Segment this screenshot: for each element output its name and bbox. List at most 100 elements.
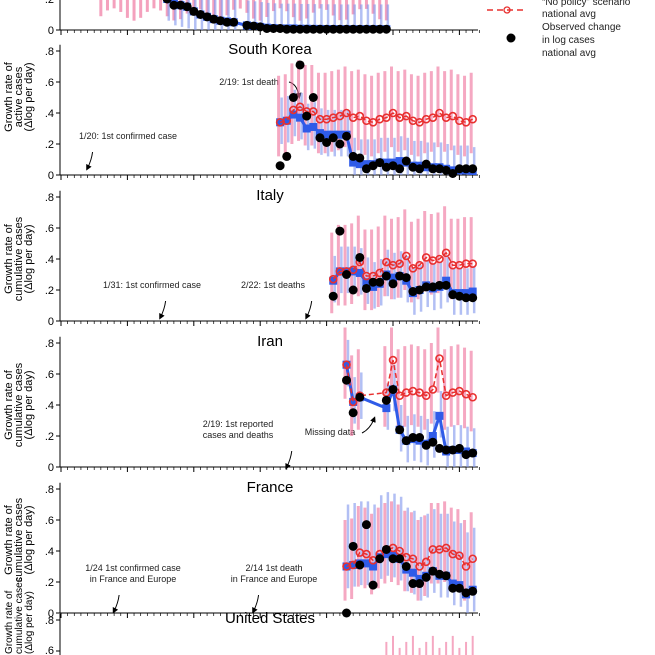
y-tick-label: .2 [45,577,54,589]
annotation-arrow [86,151,94,171]
observed-point [302,111,312,121]
observed-point [415,433,425,443]
observed-point [355,392,365,402]
observed-point [375,158,385,168]
observed-point [375,277,385,287]
policy-marker [296,113,305,122]
y-axis-label: (Δlog per day) [23,370,35,439]
observed-point [395,554,405,564]
legend-no-policy-label-1: “No policy” scenario [542,0,631,8]
no-policy-marker [395,391,404,401]
legend-observed-marker [506,33,516,43]
observed-point [428,164,438,174]
no-policy-marker [461,118,471,127]
observed-point [322,24,332,34]
observed-point [328,291,338,301]
annotation-text: in France and Europe [231,574,318,584]
no-policy-marker [428,113,438,122]
no-policy-marker [468,259,477,268]
y-tick-label: 0 [48,462,54,474]
policy-marker [369,282,378,291]
no-policy-marker [395,259,404,268]
y-tick-label: .8 [45,615,54,627]
y-tick-label: .4 [45,400,54,412]
legend-observed-label-1: Observed change [542,22,621,33]
annotation-text: 2/14 1st death [245,563,302,573]
observed-point [388,385,398,394]
no-policy-marker [342,108,351,118]
no-policy-marker [435,354,444,363]
no-policy-marker [348,397,358,407]
no-policy-marker [468,392,477,402]
y-tick-label: 0 [48,25,54,37]
no-policy-marker [335,111,345,121]
observed-point [454,583,464,593]
y-tick-label: .2 [45,431,54,443]
observed-point [375,24,385,34]
no-policy-line [345,358,473,404]
observed-point [275,23,285,33]
observed-point [401,156,411,166]
annotation-text: in France and Europe [90,574,177,584]
observed-point [381,271,391,281]
observed-point [361,520,371,530]
panel-title: South Korea [228,41,312,58]
policy-marker [428,432,437,440]
no-policy-line [332,251,473,280]
no-policy-marker [382,113,391,122]
policy-marker [382,158,391,167]
observed-point [335,24,345,34]
policy-marker [362,559,371,568]
y-tick-label: .4 [45,108,54,120]
y-axis-label: Growth rate of [4,590,15,654]
policy-marker [349,158,358,167]
y-tick-label: .2 [45,0,54,6]
observed-point [368,277,378,287]
no-policy-marker [368,118,378,127]
observed-point [395,425,405,435]
observed-point [282,151,292,161]
observed-point [348,408,358,418]
observed-point [421,282,431,292]
observed-point [348,24,358,34]
observed-point [308,93,318,102]
y-tick-label: .2 [45,285,54,297]
observed-point [368,24,378,34]
legend-no-policy-marker [503,6,511,14]
no-policy-marker [415,562,424,571]
plot-area [342,327,477,467]
observed-point [401,273,411,283]
observed-point [342,24,352,34]
panels: 0 .2 0 .2 .4 .6 .8 South Korea Growth rate of act… [3,0,480,655]
annotation-arrow [112,594,120,614]
y-axis-label: cumulative cases [13,216,25,301]
y-tick-label: .6 [45,645,54,655]
observed-point [302,24,312,34]
observed-point [348,285,358,295]
y-axis-label: (Δlog per day) [23,224,35,293]
policy-marker [349,560,358,569]
observed-point [468,586,478,596]
no-policy-marker [401,251,411,261]
observed-point [182,2,192,12]
no-policy-marker [441,248,451,258]
panel-title: France [247,479,294,496]
y-axis-label: cumulative cases [14,577,25,654]
observed-point [448,168,458,178]
panel-title: United States [225,610,315,627]
no-policy-marker [421,557,431,567]
no-policy-marker [382,257,391,267]
legend-no-policy-label-2: national avg [542,9,596,20]
y-tick-label: .8 [45,192,54,204]
observed-point [355,560,365,570]
observed-point [342,608,352,618]
no-policy-marker [455,551,464,560]
y-tick-label: 0 [48,608,54,620]
no-policy-marker [421,253,431,262]
y-axis-label: active cases [13,66,25,127]
no-policy-marker [441,543,451,553]
policy-marker [309,122,318,131]
policy-marker [442,276,451,285]
